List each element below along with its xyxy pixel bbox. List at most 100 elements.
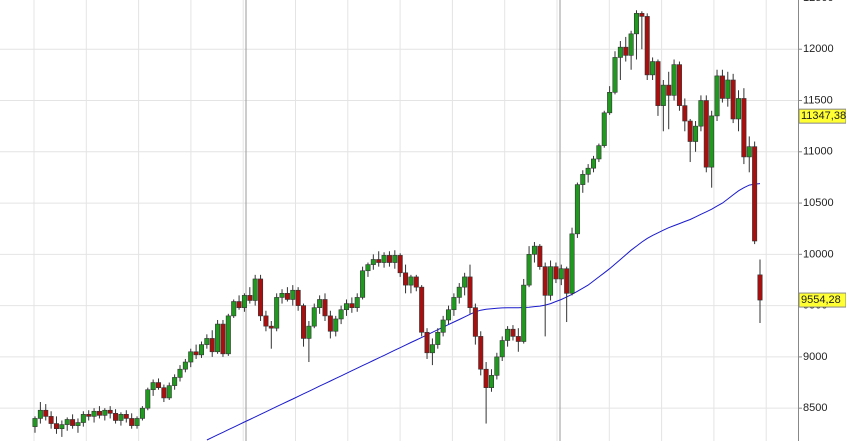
candle-body	[252, 278, 258, 301]
candle-body	[96, 410, 102, 416]
candle-body	[505, 328, 511, 341]
candle-body	[80, 414, 86, 423]
candle-body	[682, 105, 688, 122]
candle-body	[386, 255, 392, 263]
candle-body	[145, 389, 151, 409]
candle-body	[317, 299, 323, 308]
candle-body	[123, 414, 129, 419]
candle-body	[48, 416, 54, 424]
candle-body	[591, 158, 597, 169]
candle-body	[177, 368, 183, 378]
candle-body	[188, 351, 194, 363]
candle-body	[376, 259, 382, 263]
candle-body	[290, 289, 296, 300]
y-tick-label: 8500	[803, 402, 827, 414]
y-tick-label: 9000	[803, 351, 827, 363]
price-label-box	[798, 292, 846, 308]
candle-body	[268, 325, 274, 329]
candle-body	[741, 98, 747, 158]
candle-body	[397, 255, 403, 274]
candle-body	[354, 297, 360, 308]
candle-body	[537, 245, 543, 267]
candle-body	[693, 125, 699, 142]
candle-body	[446, 309, 452, 321]
candle-body	[633, 13, 639, 35]
candle-body	[451, 297, 457, 311]
candle-body	[263, 315, 269, 327]
candle-body	[564, 268, 570, 294]
candle-body	[349, 303, 355, 308]
candle-body	[37, 409, 43, 419]
candle-body	[91, 410, 97, 417]
candle-body	[671, 64, 677, 96]
candle-body	[752, 146, 758, 242]
y-tick-label: 10500	[803, 197, 834, 209]
candle-body	[424, 331, 430, 354]
candle-body	[150, 382, 156, 391]
candle-body	[553, 266, 559, 280]
candle-body	[247, 295, 253, 301]
candle-body	[757, 274, 763, 301]
candle-body	[236, 301, 242, 308]
candle-body	[333, 318, 339, 332]
candle-body	[209, 338, 215, 353]
candle-body	[129, 418, 135, 426]
candle-body	[231, 301, 237, 317]
candle-body	[483, 368, 489, 388]
candle-body	[322, 299, 328, 317]
candle-body	[53, 423, 59, 429]
candle-body	[510, 328, 516, 337]
candle-body	[156, 382, 162, 388]
candle-body	[166, 385, 172, 399]
candle-body	[403, 272, 409, 286]
candle-body	[225, 315, 231, 355]
price-label: 11347,38	[801, 110, 846, 122]
candle-body	[215, 323, 221, 353]
candle-body	[650, 61, 656, 76]
y-tick-label: 11000	[803, 146, 833, 158]
candle-body	[198, 344, 204, 356]
candle-body	[360, 270, 366, 298]
candle-body	[295, 289, 301, 306]
candle-body	[666, 84, 672, 96]
candle-body	[628, 33, 634, 56]
candle-body	[574, 184, 580, 235]
candle-body	[703, 100, 709, 168]
candle-body	[730, 79, 736, 120]
candle-body	[343, 303, 349, 311]
candle-body	[161, 387, 167, 399]
candle-body	[655, 61, 661, 106]
candle-body	[284, 293, 290, 300]
candle-body	[548, 266, 554, 296]
candle-body	[70, 419, 76, 426]
candle-body	[327, 315, 333, 332]
moving-average	[206, 183, 761, 441]
candle-body	[392, 255, 398, 263]
candle-body	[365, 264, 371, 272]
candle-body	[419, 286, 425, 333]
candle-body	[660, 84, 666, 106]
candle-body	[569, 233, 575, 294]
candle-body	[526, 254, 532, 286]
candle-body	[113, 413, 119, 421]
candle-body	[585, 167, 591, 175]
candle-body	[736, 98, 742, 120]
candle-body	[32, 418, 38, 427]
candle-body	[472, 307, 478, 337]
candle-body	[687, 120, 693, 142]
candle-body	[204, 338, 210, 345]
candle-body	[714, 75, 720, 117]
candle-body	[134, 418, 140, 426]
y-tick-label: 12500	[803, 0, 834, 4]
candle-body	[75, 422, 81, 426]
candle-body	[258, 278, 264, 317]
candle-body	[612, 57, 618, 93]
candle-body	[86, 414, 92, 417]
candle-body	[462, 276, 468, 288]
candle-body	[580, 174, 586, 185]
candle-body	[279, 293, 285, 298]
candle-body	[515, 336, 521, 342]
candle-body	[274, 297, 280, 329]
